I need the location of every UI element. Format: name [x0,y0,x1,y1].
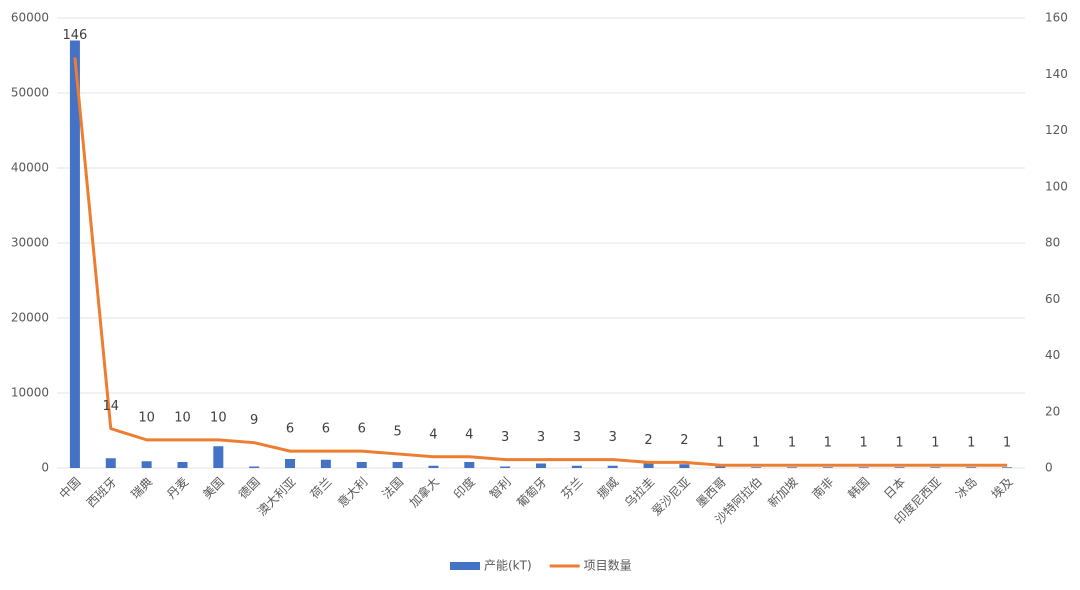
data-label: 2 [644,433,652,448]
data-label: 3 [501,430,509,445]
x-tick-label: 瑞典 [128,475,155,502]
y2-tick-label: 20 [1045,404,1060,418]
x-tick-label: 澳大利亚 [255,475,299,519]
data-label: 3 [609,430,617,445]
bar [571,465,582,468]
x-tick-label: 冰岛 [952,474,980,502]
x-tick-label: 新加坡 [764,474,800,510]
x-tick-label: 埃及 [989,475,1016,502]
bar [536,463,546,468]
data-label: 4 [429,427,437,442]
bar [177,462,188,468]
bar [858,467,869,468]
legend-swatch [450,562,480,570]
data-label: 10 [174,410,191,425]
x-tick-label: 中国 [56,474,84,502]
bar [356,462,367,468]
x-tick-label: 西班牙 [84,475,119,510]
y-tick-label: 10000 [11,386,49,400]
y2-tick-label: 140 [1045,67,1068,81]
bar [428,465,439,468]
y2-tick-label: 0 [1045,461,1053,475]
x-tick-label: 芬兰 [559,475,586,502]
y-tick-label: 20000 [11,311,49,325]
data-label: 10 [138,410,155,425]
bar [1002,467,1013,468]
bar [285,459,296,468]
data-label: 2 [680,433,688,448]
y-tick-label: 30000 [11,236,49,250]
bar [213,446,224,468]
y-tick-label: 0 [41,461,49,475]
y-tick-label: 50000 [11,86,49,100]
data-label: 1 [788,436,796,451]
data-label: 1 [967,436,975,451]
bar [320,459,331,468]
bar [643,463,654,468]
data-label: 1 [716,436,724,451]
bar [464,462,475,468]
x-tick-label: 加拿大 [406,474,442,510]
bar [822,467,833,468]
data-label: 5 [393,424,401,439]
x-tick-label: 挪威 [594,475,621,502]
data-label: 1 [1003,436,1011,451]
x-tick-label: 丹麦 [164,475,191,502]
x-tick-label: 日本 [881,475,908,502]
bar [679,464,690,468]
data-label: 9 [250,413,258,428]
bar [105,458,116,468]
bar [894,467,905,468]
data-label: 146 [63,28,88,43]
x-tick-label: 德国 [235,474,263,502]
x-tick-label: 韩国 [845,474,873,502]
bar [141,461,152,468]
data-label: 3 [537,430,545,445]
line [73,57,1008,467]
bar [392,462,403,468]
data-label: 4 [465,427,473,442]
bar [786,467,797,468]
bar [69,40,80,468]
data-label: 14 [103,399,120,414]
bar [751,467,762,468]
y2-tick-label: 100 [1045,179,1068,193]
bar [930,467,941,468]
x-tick-label: 乌拉圭 [621,474,657,510]
data-label: 10 [210,410,227,425]
bar [249,466,260,468]
data-label: 1 [752,436,760,451]
bar [715,466,726,468]
y2-tick-label: 60 [1045,292,1060,306]
data-label: 1 [895,436,903,451]
legend-label: 项目数量 [584,558,632,573]
x-tick-label: 葡萄牙 [514,475,549,510]
data-label: 3 [573,430,581,445]
y-tick-label: 40000 [11,161,49,175]
x-tick-label: 美国 [200,475,227,502]
data-label: 1 [860,436,868,451]
bar [607,465,618,468]
x-tick-label: 法国 [379,475,406,502]
data-label: 1 [824,436,832,451]
y2-tick-label: 160 [1045,11,1068,25]
bar [966,467,977,468]
x-tick-label: 南非 [809,474,837,502]
legend-label: 产能(kT) [484,559,532,573]
y-tick-label: 60000 [11,11,49,25]
x-tick-label: 荷兰 [308,475,335,502]
x-tick-label: 爱沙尼亚 [649,475,693,519]
data-label: 6 [286,422,294,437]
data-label: 6 [322,422,330,437]
x-tick-label: 意大利 [334,474,370,510]
y2-tick-label: 120 [1045,123,1068,137]
y2-tick-label: 80 [1045,236,1060,250]
x-tick-label: 印度 [450,474,478,502]
y2-tick-label: 40 [1045,348,1060,362]
data-label: 1 [931,436,939,451]
data-label: 6 [358,422,366,437]
x-tick-label: 智利 [486,474,514,502]
bar [500,466,511,468]
